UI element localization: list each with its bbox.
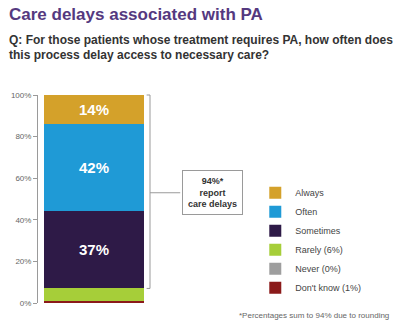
html-text:Q: For those patients whose tr: Q: For those patients whose treatment re…: [9, 33, 393, 62]
svg-text:0%: 0%: [20, 299, 32, 308]
svg-text:14%: 14%: [79, 101, 109, 118]
svg-text:37%: 37%: [79, 241, 109, 258]
svg-text:Never (0%): Never (0%): [295, 264, 341, 274]
svg-text:*Percentages sum to 94% due to: *Percentages sum to 94% due to rounding: [239, 311, 389, 320]
svg-text:Don't know (1%): Don't know (1%): [295, 283, 361, 293]
svg-text:60%: 60%: [15, 174, 31, 183]
html-text:Care delays associated with PA: Care delays associated with PA: [9, 5, 263, 24]
svg-text:Sometimes: Sometimes: [295, 226, 341, 236]
svg-text:20%: 20%: [15, 257, 31, 266]
svg-text:100%: 100%: [11, 91, 31, 100]
svg-text:Always: Always: [295, 188, 324, 198]
svg-text:40%: 40%: [15, 216, 31, 225]
svg-text:94%*reportcare delays: 94%*reportcare delays: [188, 176, 237, 209]
svg-text:42%: 42%: [79, 159, 109, 176]
svg-text:80%: 80%: [15, 132, 31, 141]
svg-text:Often: Often: [295, 207, 317, 217]
svg-text:Rarely (6%): Rarely (6%): [295, 245, 343, 255]
